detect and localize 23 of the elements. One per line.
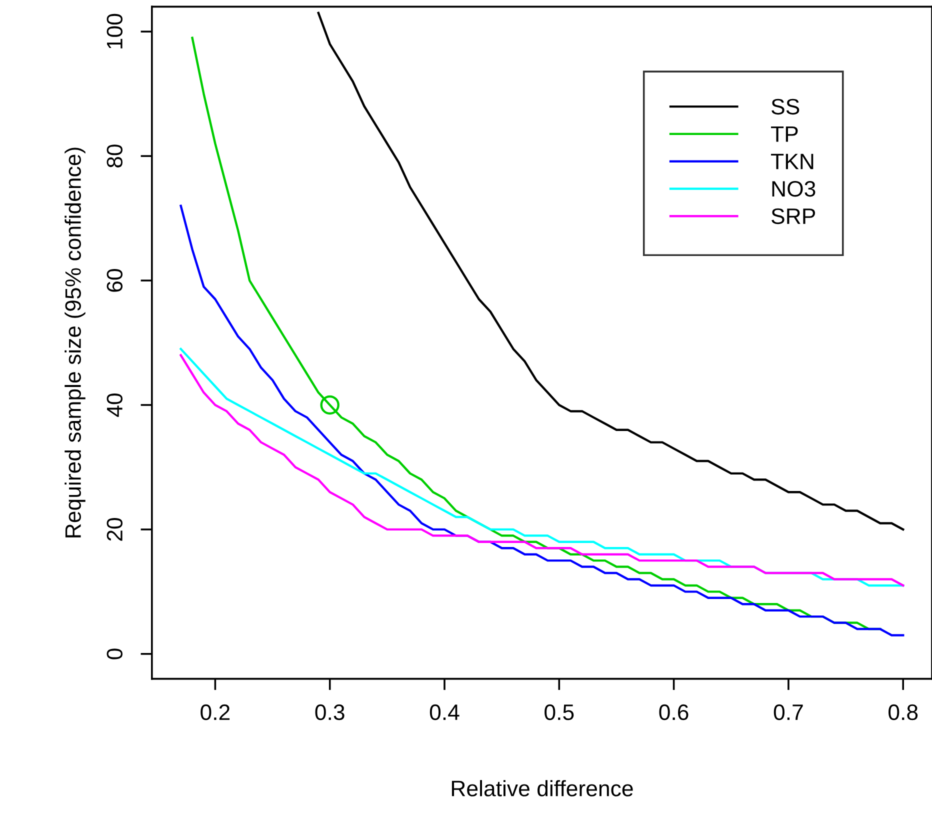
x-tick-label: 0.8: [888, 704, 918, 720]
x-tick-label: 0.4: [430, 704, 460, 720]
legend-label: TKN: [771, 154, 814, 170]
y-tick-label: 60: [106, 269, 123, 292]
legend-label: SRP: [772, 208, 816, 224]
y-tick-label: 20: [106, 518, 123, 541]
x-tick-label: 0.2: [200, 704, 230, 720]
x-tick-label: 0.7: [774, 704, 803, 720]
line-series: [317, 12, 904, 531]
x-tick-label: 0.6: [659, 704, 688, 720]
line-series: [180, 204, 904, 636]
y-tick-label: 40: [106, 393, 123, 417]
legend-label: TP: [771, 126, 798, 142]
x-tick-label: 0.5: [544, 704, 574, 720]
y-tick-label: 0: [106, 648, 123, 660]
legend-label: SS: [772, 98, 800, 115]
y-axis-title: Required sample size (95% confidence): [64, 148, 86, 538]
y-tick-label: 100: [106, 14, 123, 48]
y-tick-label: 80: [106, 144, 123, 168]
x-tick-label: 0.3: [315, 704, 344, 720]
x-axis-title: Relative difference: [452, 780, 633, 796]
legend-label: NO3: [772, 180, 816, 197]
line-series: [191, 36, 882, 630]
